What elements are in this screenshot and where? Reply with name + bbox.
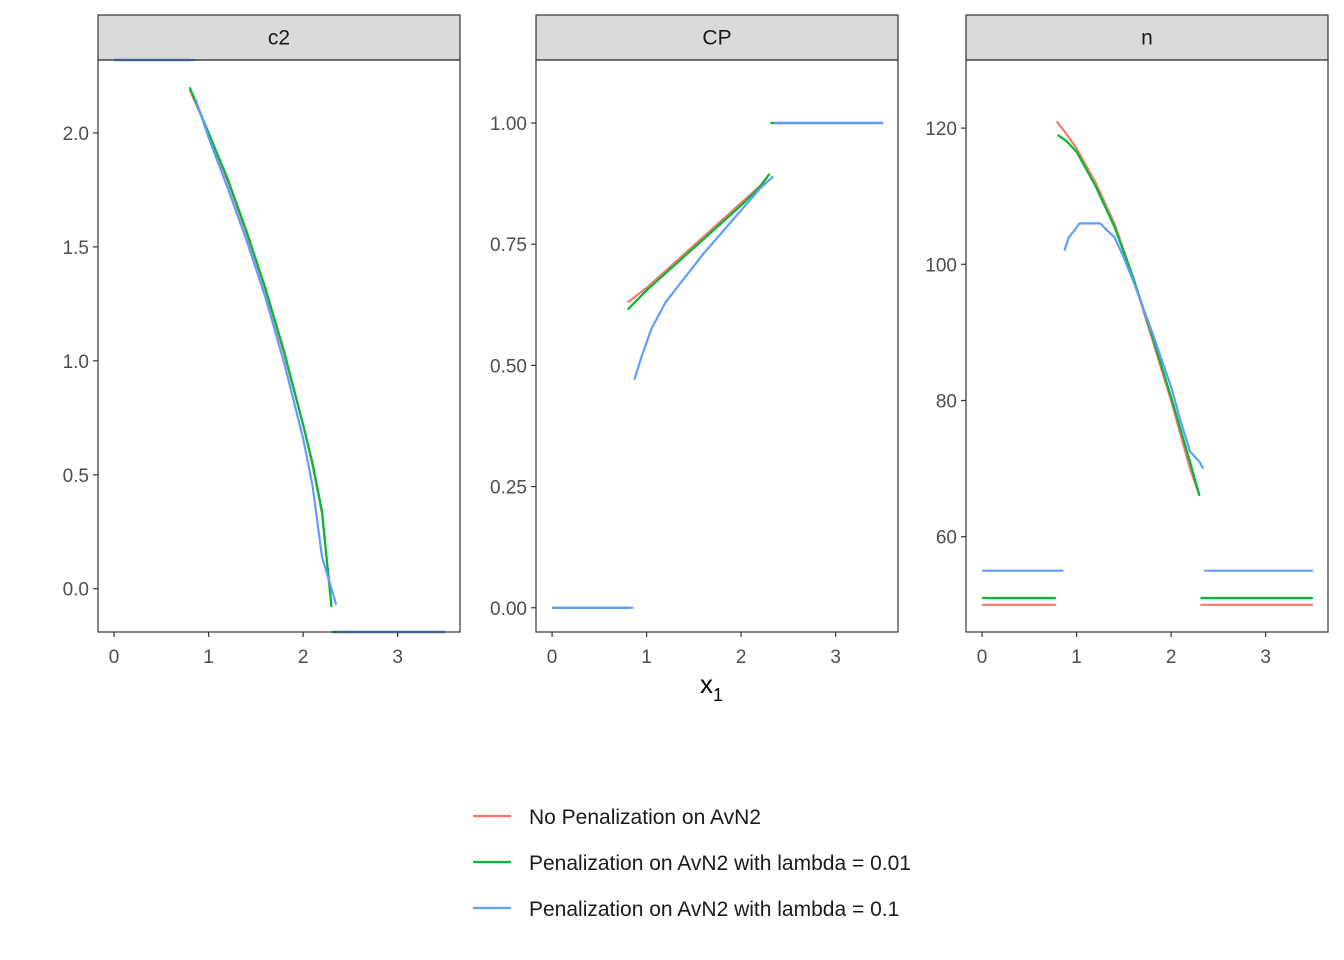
y-tick-label: 2.0 [63,124,89,145]
y-tick-label: 1.00 [490,114,527,135]
y-tick-label: 80 [936,391,957,412]
panel-n: n 60 80 100 120 0 1 2 3 [925,14,1329,668]
x-axis-title-subscript: 1 [713,685,723,705]
panel-border [965,59,1329,633]
legend-label: Penalization on AvN2 with lambda = 0.01 [529,852,911,875]
x-tick-label: 3 [1260,647,1271,668]
y-tick-label: 1.0 [63,352,89,373]
panel-c2: c2 0.0 0.5 1.0 1.5 2.0 0 1 2 3 [63,14,461,668]
series-1-segment-2 [1055,120,1201,497]
series-lines [114,58,445,634]
y-tick-label: 0.00 [490,599,527,620]
series-1-segment-2 [627,173,771,304]
legend-label: Penalization on AvN2 with lambda = 0.1 [529,898,899,921]
facet-panels: c2 0.0 0.5 1.0 1.5 2.0 0 1 2 3 CP 0.00 0.25 0.50 0.75 1… [63,14,1329,668]
x-tick-label: 0 [547,647,558,668]
series-2-segment-2 [1057,134,1201,497]
x-tick-label: 2 [736,647,747,668]
x-axis-title-main: x [700,669,713,699]
y-tick-label: 0.75 [490,235,527,256]
strip-label: c2 [268,27,290,50]
legend-item: Penalization on AvN2 with lambda = 0.01 [473,852,911,875]
y-tick-label: 100 [925,255,957,276]
series-lines [982,120,1313,606]
strip-label: CP [702,27,731,50]
x-tick-label: 1 [641,647,652,668]
strip-label: n [1141,27,1153,50]
legend: No Penalization on AvN2 Penalization on A… [473,806,911,921]
panel-border [535,59,899,633]
x-tick-label: 2 [1166,647,1177,668]
x-tick-label: 2 [298,647,309,668]
strip-background [535,14,899,61]
x-tick-label: 3 [392,647,403,668]
series-lines [552,121,883,609]
series-3-segment-2 [633,175,774,381]
y-tick-label: 1.5 [63,238,89,259]
legend-item: No Penalization on AvN2 [473,806,761,829]
panel-CP: CP 0.00 0.25 0.50 0.75 1.00 0 1 2 3 [490,14,899,668]
y-tick-label: 120 [925,119,957,140]
x-tick-label: 0 [109,647,120,668]
legend-label: No Penalization on AvN2 [529,806,761,829]
x-tick-label: 1 [203,647,214,668]
y-tick-label: 0.0 [63,580,89,601]
panel-border [97,59,461,633]
series-3-segment-2 [1063,222,1205,470]
y-tick-label: 0.50 [490,356,527,377]
x-tick-label: 1 [1071,647,1082,668]
y-tick-label: 0.5 [63,466,89,487]
x-axis-title: x1 [700,669,723,705]
y-tick-label: 0.25 [490,478,527,499]
x-tick-label: 0 [977,647,988,668]
legend-item: Penalization on AvN2 with lambda = 0.1 [473,898,899,921]
series-2-segment-2 [188,86,333,608]
y-tick-label: 60 [936,528,957,549]
strip-background [965,14,1329,61]
x-tick-label: 3 [830,647,841,668]
series-2-segment-2 [626,173,771,311]
series-3-segment-2 [194,98,338,606]
series-1-segment-2 [188,89,333,608]
strip-background [97,14,461,61]
